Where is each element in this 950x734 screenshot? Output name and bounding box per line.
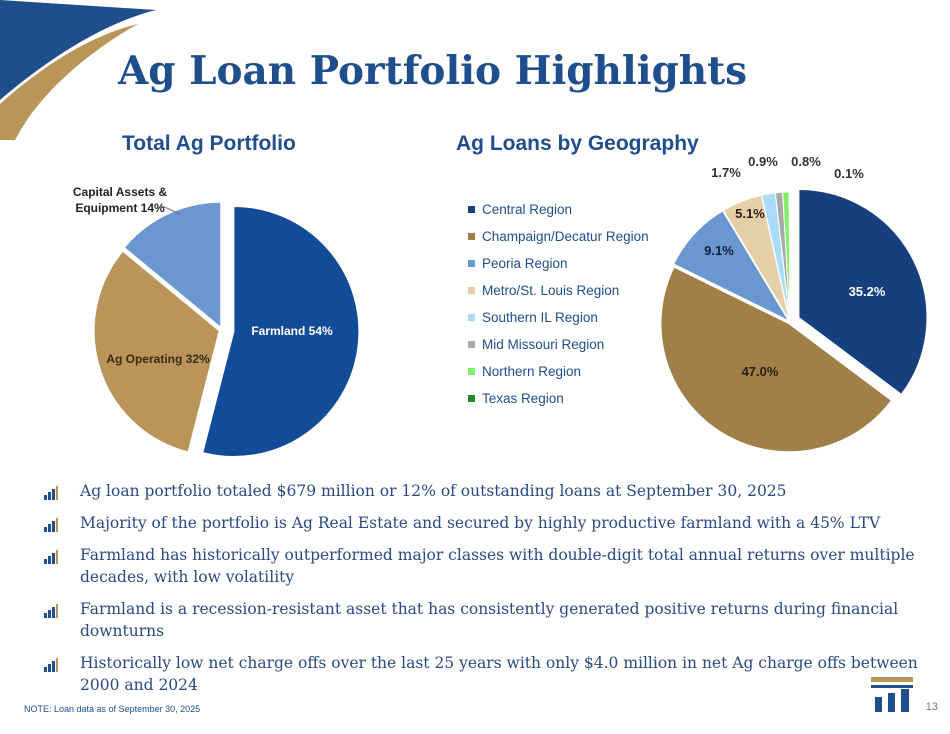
highlights-list: Ag loan portfolio totaled $679 million o… xyxy=(44,480,924,706)
legend-item: Peoria Region xyxy=(468,254,649,273)
list-item: Farmland is a recession-resistant asset … xyxy=(44,598,924,642)
pie-slice-label: 1.7% xyxy=(711,165,741,180)
geography-legend: Central Region Champaign/Decatur Region … xyxy=(468,200,649,416)
list-item: Majority of the portfolio is Ag Real Est… xyxy=(44,512,924,534)
legend-label: Southern IL Region xyxy=(482,310,598,325)
legend-item: Texas Region xyxy=(468,389,649,408)
pie-slice xyxy=(202,206,360,457)
company-logo xyxy=(871,677,913,712)
legend-swatch xyxy=(468,341,475,348)
legend-swatch xyxy=(468,233,475,240)
legend-label: Metro/St. Louis Region xyxy=(482,283,620,298)
pie-slice-label: 5.1% xyxy=(735,206,765,221)
total-portfolio-chart-title: Total Ag Portfolio xyxy=(122,132,296,155)
pie-slice-label: Farmland 54% xyxy=(251,324,333,338)
legend-label: Central Region xyxy=(482,202,573,217)
page-number: 13 xyxy=(925,701,938,713)
pie-slice-label: 35.2% xyxy=(849,284,886,299)
legend-swatch xyxy=(468,395,475,402)
pie-slice-label: Capital Assets & xyxy=(73,185,168,199)
legend-label: Champaign/Decatur Region xyxy=(482,229,649,244)
pie-slice xyxy=(660,266,893,453)
pie-slice xyxy=(93,250,220,453)
legend-item: Mid Missouri Region xyxy=(468,335,649,354)
legend-item: Southern IL Region xyxy=(468,308,649,327)
bullet-text: Historically low net charge offs over th… xyxy=(80,654,918,694)
pie-slice-label: Equipment 14% xyxy=(75,201,165,215)
pie-slice xyxy=(788,191,791,321)
legend-swatch xyxy=(468,260,475,267)
legend-label: Northern Region xyxy=(482,364,582,379)
bullet-text: Ag loan portfolio totaled $679 million o… xyxy=(80,482,787,500)
bullet-text: Majority of the portfolio is Ag Real Est… xyxy=(80,514,881,532)
bar-chart-bullet-icon xyxy=(44,604,58,618)
legend-swatch xyxy=(468,368,475,375)
bullet-text: Farmland is a recession-resistant asset … xyxy=(80,600,899,640)
pie-slice-label: 0.9% xyxy=(748,154,778,169)
list-item: Ag loan portfolio totaled $679 million o… xyxy=(44,480,924,502)
page-title: Ag Loan Portfolio Highlights xyxy=(118,48,748,94)
geography-chart-title: Ag Loans by Geography xyxy=(456,132,699,155)
legend-swatch xyxy=(468,206,475,213)
legend-label: Texas Region xyxy=(482,391,564,406)
legend-item: Northern Region xyxy=(468,362,649,381)
bar-chart-bullet-icon xyxy=(44,658,58,672)
bar-chart-bullet-icon xyxy=(44,550,58,564)
pie-slice xyxy=(798,189,928,395)
legend-item: Central Region xyxy=(468,200,649,219)
pie-slice-label: 0.1% xyxy=(834,166,864,181)
legend-swatch xyxy=(468,287,475,294)
legend-item: Metro/St. Louis Region xyxy=(468,281,649,300)
pie-slice-label: 47.0% xyxy=(742,364,779,379)
pie-slice-label: 0.8% xyxy=(791,154,821,169)
corner-swoosh-graphic xyxy=(0,0,156,140)
bar-chart-bullet-icon xyxy=(44,486,58,500)
legend-label: Peoria Region xyxy=(482,256,568,271)
bar-chart-bullet-icon xyxy=(44,518,58,532)
legend-swatch xyxy=(468,314,475,321)
pie-slice-label: 9.1% xyxy=(704,243,734,258)
list-item: Historically low net charge offs over th… xyxy=(44,652,924,696)
label-leader-line xyxy=(159,204,181,215)
legend-item: Champaign/Decatur Region xyxy=(468,227,649,246)
bullet-text: Farmland has historically outperformed m… xyxy=(80,546,915,586)
list-item: Farmland has historically outperformed m… xyxy=(44,544,924,588)
pie-slice xyxy=(673,210,790,322)
pie-slice-label: Ag Operating 32% xyxy=(106,352,210,366)
footnote: NOTE: Loan data as of September 30, 2025 xyxy=(24,704,201,714)
pie-slice xyxy=(123,201,222,329)
legend-label: Mid Missouri Region xyxy=(482,337,605,352)
